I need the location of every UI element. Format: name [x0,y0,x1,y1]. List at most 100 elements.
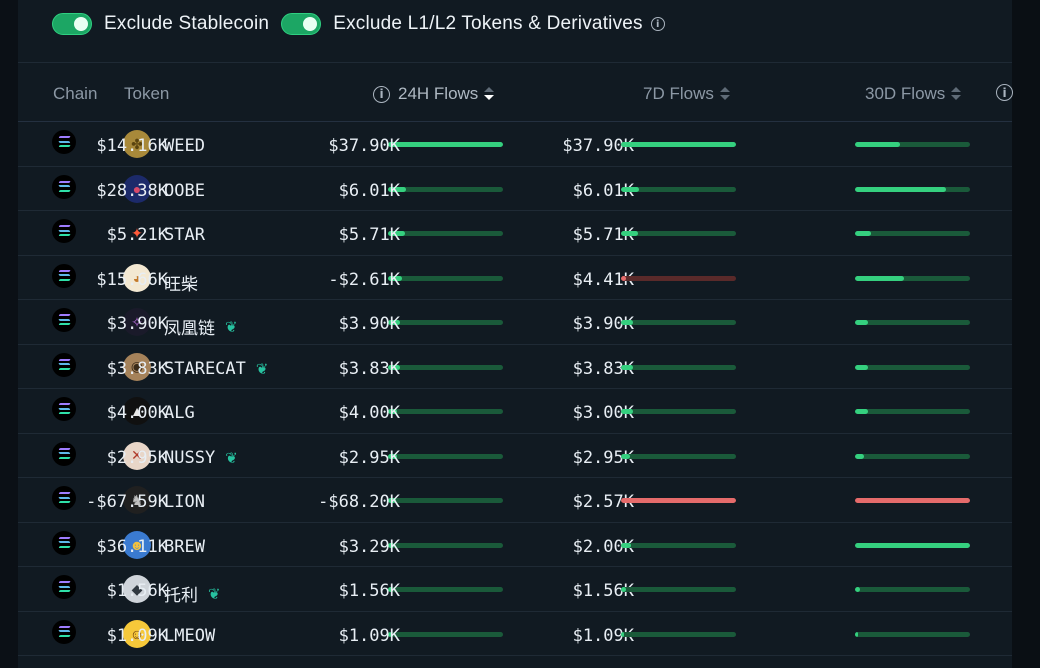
flow-value: $2.95K [338,447,400,468]
flow-value: $36.11K [96,536,168,557]
exclude-l1l2-toggle[interactable] [281,13,322,35]
table-row[interactable]: ✕ NUSSY ❦ $2.95K $2.95K $2.95K [18,434,1012,478]
flow-bar-fill [621,631,625,637]
table-row[interactable]: ☺ LMEOW $1.09K $1.09K $1.09K [18,612,1012,656]
flow-value: -$68.20K [318,492,400,512]
toggle-knob [303,17,318,31]
flow-value: $6.01K [572,180,634,201]
token-symbol: NUSSY [164,447,216,468]
flow-bar [388,186,503,192]
toggle-knob [74,17,88,31]
flow-bar-fill [621,409,633,414]
table-row[interactable]: ✧ 凤凰链 ❦ $3.90K $3.90K $3.90K [18,300,1012,345]
flow-bar [388,631,503,637]
flow-bar [855,587,970,592]
flow-value: $2.95K [572,447,634,468]
flow-bar-fill [388,631,392,637]
token-name[interactable]: BREW [164,537,205,557]
flow-value: $3.29K [338,536,400,557]
flow-value: $3.90K [572,314,634,334]
flow-bar-fill [388,542,394,548]
exclude-stablecoin-toggle[interactable] [52,13,92,35]
flow-bar-fill [621,587,626,592]
flow-value: $1.56K [572,581,634,601]
flow-bar-fill [388,498,397,503]
solana-icon [52,530,76,555]
token-table-body: ✤ WEED $37.90K $37.90K $14.16K ● OOBE $6.01K $6.… [18,122,1012,656]
token-symbol: LMEOW [164,625,216,646]
flow-bar [855,275,970,281]
column-label: 30D Flows [865,84,946,103]
flow-bar-fill [621,142,736,147]
flow-value: -$2.61K [328,269,400,290]
filter-bar: Exclude Stablecoin Exclude L1/L2 Tokens … [52,9,677,39]
flow-bar-fill [388,364,400,370]
phoenix-logo-icon: ✧ [123,308,151,336]
flow-value: $4.41K [572,269,634,290]
brew-logo-icon: ☻ [123,530,151,559]
column-header-30d-flows[interactable]: 30D Flows [865,84,962,104]
info-icon[interactable]: i [373,85,390,103]
table-row[interactable]: ● OOBE $6.01K $6.01K $28.38K [18,167,1012,211]
token-name[interactable]: NUSSY ❦ [164,448,238,468]
token-symbol: ALG [164,403,195,423]
sort-icon[interactable] [719,87,730,101]
table-row[interactable]: ▲ ALG $3.00K $4.00K $4.00K [18,389,1012,434]
token-name[interactable]: 托利 ❦ [164,581,221,607]
info-icon[interactable]: i [996,84,1013,101]
flow-bar-fill [855,231,872,236]
column-label: Chain [53,84,98,103]
solana-icon [52,174,76,199]
solana-icon [52,308,76,332]
column-header-24h-flows[interactable]: i 24H Flows [373,84,495,104]
token-name[interactable]: WEED [164,136,205,156]
token-name[interactable]: LION [164,492,205,512]
column-header-more[interactable]: i [996,84,1021,101]
table-row[interactable]: ◉ STARECAT ❦ $3.83K $3.83K $3.83K [18,345,1012,389]
flow-bar-fill [621,498,736,503]
flow-bar-fill [621,186,640,192]
flow-bar [855,364,970,370]
flow-bar-fill [621,453,631,459]
sprout-icon: ❦ [255,359,269,378]
solana-icon [52,619,76,644]
flows-panel [18,0,1012,668]
flow-bar-fill [855,542,970,548]
table-row[interactable]: ♞ LION $2.57K -$68.20K -$67.59K [18,478,1012,523]
token-symbol: STAR [164,225,205,245]
flow-bar-fill [621,364,633,370]
token-name[interactable]: LMEOW [164,626,215,646]
token-name[interactable]: ALG [164,403,195,423]
flow-value: $3.90K [106,314,168,334]
table-row[interactable]: ◕ 旺柴 $4.41K -$2.61K $15.66K [18,256,1012,300]
token-symbol: WEED [164,136,205,156]
token-name[interactable]: 凤凰链 ❦ [164,314,238,340]
flow-value: $5.21K [106,225,168,245]
token-name[interactable]: STAR [164,225,205,245]
scroll-gutter [1012,0,1040,668]
solana-icon [52,219,76,243]
flow-bar-fill [388,320,400,325]
flow-bar-fill [855,186,946,192]
info-icon[interactable]: i [650,17,665,31]
table-row[interactable]: ◆ 托利 ❦ $1.56K $1.56K $1.56K [18,567,1012,612]
flow-bar [388,275,503,281]
flow-bar [388,453,503,459]
flow-value: $5.71K [338,225,400,245]
token-name[interactable]: STARECAT ❦ [164,359,268,379]
sort-icon[interactable] [951,87,962,101]
flow-bar [855,142,970,147]
column-header-7d-flows[interactable]: 7D Flows [643,84,730,104]
sort-desc-icon[interactable] [484,87,495,101]
token-name[interactable]: 旺柴 [164,270,198,295]
solana-icon [52,575,76,599]
sprout-icon: ❦ [225,317,238,336]
exclude-l1l2-label: Exclude L1/L2 Tokens & Derivatives [333,13,643,34]
table-row[interactable]: ☻ BREW $2.00K $3.29K $36.11K [18,523,1012,567]
token-name[interactable]: OOBE [164,181,205,201]
lion-logo-icon: ♞ [123,486,151,514]
table-row[interactable]: ✤ WEED $37.90K $37.90K $14.16K [18,122,1012,167]
token-symbol: LION [164,492,205,512]
table-row[interactable]: ✦ STAR $5.71K $5.71K $5.21K [18,211,1012,256]
flow-bar [621,498,736,503]
